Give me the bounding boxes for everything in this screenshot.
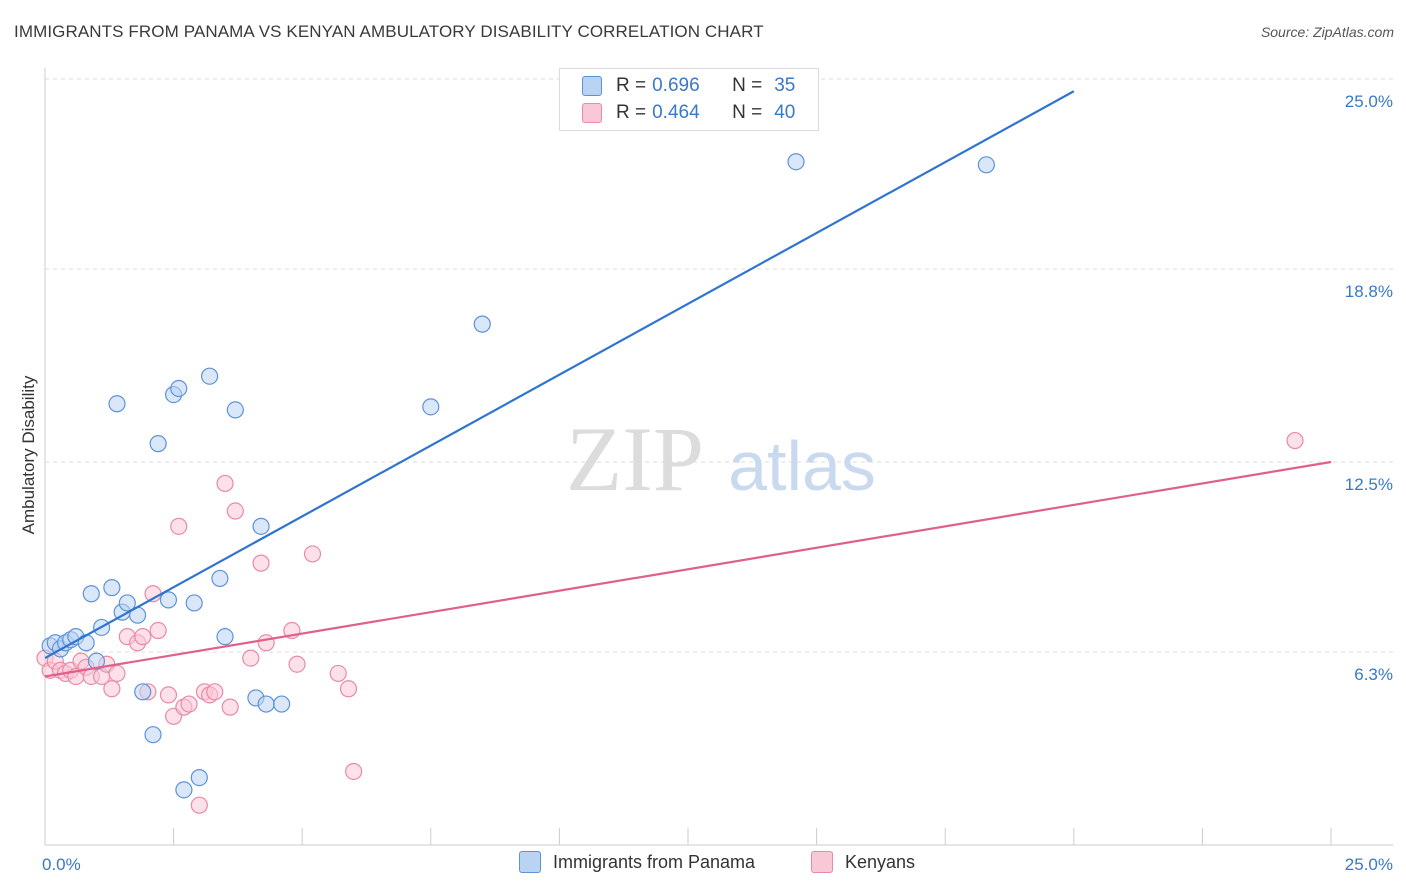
kenyan-trend-line <box>44 460 1332 678</box>
panama-point <box>77 634 95 652</box>
grid-lines <box>45 78 1393 653</box>
panama-point <box>149 435 167 453</box>
kenyan-point <box>190 796 208 814</box>
panama-points <box>41 153 995 799</box>
legend-row-panama: R = 0.696 N = 35 <box>582 74 795 98</box>
panama-swatch <box>519 851 541 873</box>
n-value: 35 <box>774 75 796 96</box>
kenyan-point <box>242 649 260 667</box>
source-label: Source: ZipAtlas.com <box>1260 24 1394 40</box>
legend-row-kenyan: R = 0.464 N = 40 <box>582 101 795 125</box>
panama-point <box>977 156 995 174</box>
kenyan-point <box>257 634 275 652</box>
kenyan-point <box>103 680 121 698</box>
kenyan-point <box>134 628 152 646</box>
panama-point <box>108 395 126 413</box>
panama-point <box>175 781 193 799</box>
panama-point <box>787 153 805 171</box>
y-tick-label: 6.3% <box>1354 665 1393 684</box>
series-legend: Immigrants from Panama Kenyans <box>0 851 1406 877</box>
stats-legend: R = 0.696 N = 35 R = 0.464 N = 40 <box>559 68 819 131</box>
x-tick-label: 25.0% <box>1345 855 1393 874</box>
kenyan-point <box>221 698 239 716</box>
kenyan-swatch <box>582 103 602 123</box>
axes <box>44 68 1393 846</box>
kenyan-point <box>345 762 363 781</box>
legend-label-panama: Immigrants from Panama <box>553 851 756 872</box>
panama-point <box>216 628 234 646</box>
kenyan-point <box>252 554 270 572</box>
y-tick-label: 25.0% <box>1345 92 1393 111</box>
kenyan-point <box>180 695 198 713</box>
kenyan-point <box>329 664 347 683</box>
r-value: 0.696 <box>652 75 700 96</box>
panama-point <box>159 591 178 609</box>
panama-point <box>273 695 291 713</box>
panama-point <box>190 768 208 787</box>
kenyan-points <box>36 431 1304 814</box>
panama-trend-line <box>44 90 1075 660</box>
x-tick-label: 0.0% <box>42 855 81 874</box>
panama-point <box>134 683 152 701</box>
watermark-zip: ZIP <box>566 408 704 510</box>
panama-point <box>103 579 121 597</box>
y-tick-label: 18.8% <box>1345 282 1393 301</box>
panama-point <box>422 398 440 416</box>
panama-point <box>185 594 203 612</box>
y-axis-label: Ambulatory Disability <box>19 375 38 534</box>
watermark: ZIP atlas <box>566 408 876 510</box>
panama-point <box>201 367 219 385</box>
panama-point <box>252 517 270 535</box>
kenyan-point <box>149 621 167 640</box>
kenyan-point <box>159 686 178 704</box>
watermark-atlas: atlas <box>728 427 876 505</box>
kenyan-point <box>288 655 306 673</box>
n-label: N = <box>732 75 763 96</box>
panama-point <box>473 315 491 333</box>
panama-point <box>226 401 244 419</box>
panama-point <box>144 726 162 744</box>
trend-lines <box>44 90 1332 678</box>
kenyan-point <box>339 680 358 698</box>
kenyan-point <box>108 664 126 683</box>
legend-label-kenyans: Kenyans <box>845 851 916 872</box>
panama-point <box>257 695 275 713</box>
r-label: R = <box>616 75 647 96</box>
kenyan-point <box>226 502 244 520</box>
panama-point <box>211 569 229 588</box>
kenyan-point <box>303 545 322 563</box>
n-value: 40 <box>774 102 796 123</box>
n-label: N = <box>732 102 763 123</box>
panama-swatch <box>582 76 602 96</box>
chart-title: IMMIGRANTS FROM PANAMA VS KENYAN AMBULAT… <box>14 22 764 41</box>
panama-point <box>118 594 136 612</box>
panama-point <box>87 652 106 670</box>
panama-point <box>170 379 188 398</box>
kenyan-point <box>216 474 234 493</box>
legend-item-panama[interactable]: Immigrants from Panama <box>519 851 755 873</box>
kenyan-point <box>1286 431 1304 450</box>
legend-item-kenyans[interactable]: Kenyans <box>811 851 915 873</box>
r-label: R = <box>616 102 647 123</box>
kenyan-point <box>170 517 188 535</box>
r-value: 0.464 <box>652 102 700 123</box>
kenyan-swatch <box>811 851 833 873</box>
y-tick-label: 12.5% <box>1345 475 1393 494</box>
panama-point <box>82 585 100 603</box>
kenyan-point <box>206 683 224 701</box>
tick-labels: 6.3% 12.5% 18.8% 25.0% 0.0% 25.0% <box>42 92 1393 874</box>
